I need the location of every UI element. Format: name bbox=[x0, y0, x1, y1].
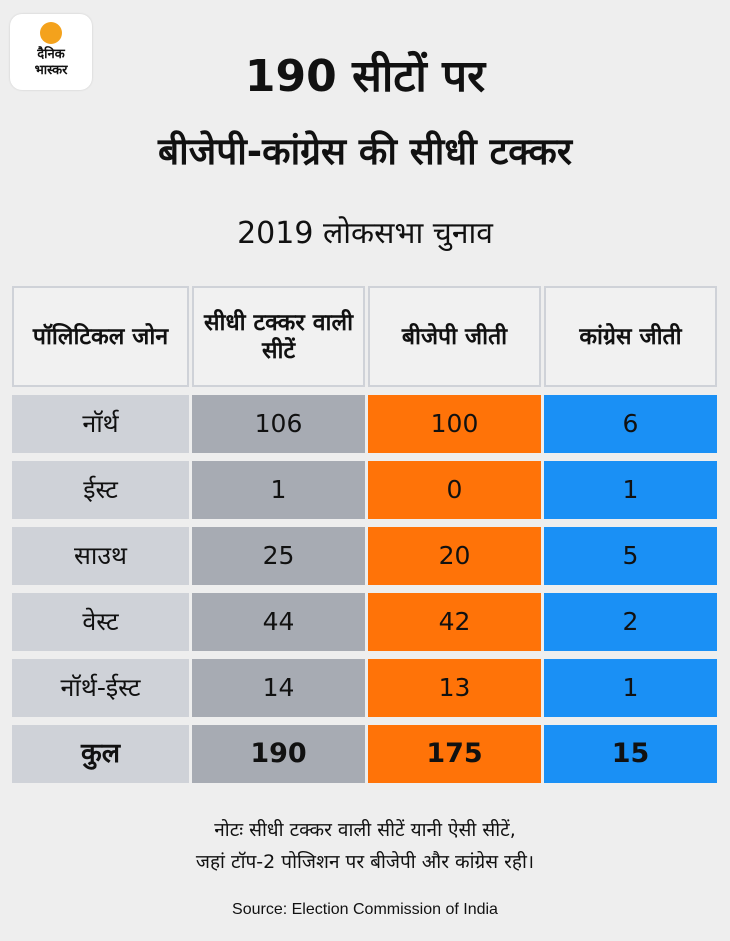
bjp-cell: 20 bbox=[368, 527, 541, 585]
results-table: पॉलिटिकल जोन सीधी टक्कर वाली सीटें बीजेप… bbox=[12, 286, 718, 783]
bjp-cell: 13 bbox=[368, 659, 541, 717]
direct-seats-cell: 106 bbox=[192, 395, 365, 453]
footnote: नोटः सीधी टक्कर वाली सीटें यानी ऐसी सीटे… bbox=[0, 814, 730, 878]
total-direct-seats-cell: 190 bbox=[192, 725, 365, 783]
bjp-cell: 100 bbox=[368, 395, 541, 453]
bjp-cell: 42 bbox=[368, 593, 541, 651]
header-zone: पॉलिटिकल जोन bbox=[12, 286, 189, 387]
total-bjp-cell: 175 bbox=[368, 725, 541, 783]
congress-cell: 1 bbox=[544, 461, 717, 519]
title-line1: 190 सीटों पर bbox=[244, 51, 486, 102]
footnote-line1: नोटः सीधी टक्कर वाली सीटें यानी ऐसी सीटे… bbox=[214, 819, 516, 841]
zone-cell: साउथ bbox=[12, 527, 189, 585]
dainik-bhaskar-logo: दैनिक भास्कर bbox=[10, 14, 92, 90]
zone-cell: नॉर्थ-ईस्ट bbox=[12, 659, 189, 717]
footnote-line2: जहां टॉप-2 पोजिशन पर बीजेपी और कांग्रेस … bbox=[195, 851, 535, 873]
total-label-cell: कुल bbox=[12, 725, 189, 783]
source-text: Source: Election Commission of India bbox=[232, 901, 498, 918]
subtitle: 2019 लोकसभा चुनाव bbox=[237, 216, 493, 251]
header-bjp-won: बीजेपी जीती bbox=[368, 286, 541, 387]
bjp-cell: 0 bbox=[368, 461, 541, 519]
zone-cell: ईस्ट bbox=[12, 461, 189, 519]
direct-seats-cell: 14 bbox=[192, 659, 365, 717]
header-direct-seats: सीधी टक्कर वाली सीटें bbox=[192, 286, 365, 387]
congress-cell: 2 bbox=[544, 593, 717, 651]
sun-icon bbox=[40, 22, 62, 44]
logo-text-line2: भास्कर bbox=[34, 63, 68, 78]
congress-cell: 5 bbox=[544, 527, 717, 585]
total-congress-cell: 15 bbox=[544, 725, 717, 783]
title-line2: बीजेपी-कांग्रेस की सीधी टक्कर bbox=[158, 130, 572, 173]
zone-cell: वेस्ट bbox=[12, 593, 189, 651]
direct-seats-cell: 44 bbox=[192, 593, 365, 651]
congress-cell: 1 bbox=[544, 659, 717, 717]
congress-cell: 6 bbox=[544, 395, 717, 453]
logo-text-line1: दैनिक bbox=[37, 47, 65, 62]
direct-seats-cell: 1 bbox=[192, 461, 365, 519]
zone-cell: नॉर्थ bbox=[12, 395, 189, 453]
direct-seats-cell: 25 bbox=[192, 527, 365, 585]
header-congress-won: कांग्रेस जीती bbox=[544, 286, 717, 387]
